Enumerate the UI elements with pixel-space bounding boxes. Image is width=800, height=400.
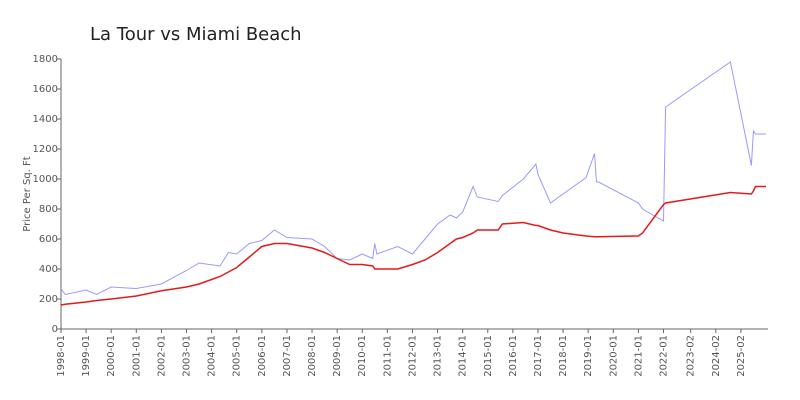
x-tick-label: 1998-01: [56, 335, 67, 377]
x-tick-label: 2018-01: [558, 335, 569, 377]
x-tick-label: 2022-01: [658, 335, 669, 377]
y-tick-label: 400: [39, 264, 58, 275]
x-tick-label: 2020-01: [608, 335, 619, 377]
x-tick-label: 1999-01: [81, 335, 92, 377]
series-line: [60, 185, 766, 306]
x-tick-label: 2003-01: [182, 335, 193, 377]
y-tick-label: 0: [52, 324, 58, 335]
y-tick-label: 800: [39, 204, 58, 215]
x-tick-label: 2014-01: [458, 335, 469, 377]
x-tick-label: 2011-01: [382, 335, 393, 377]
x-tick-label: 2007-01: [282, 335, 293, 377]
x-tick-label: 2008-01: [307, 335, 318, 377]
x-tick-label: 2016-01: [508, 335, 519, 377]
y-tick-label: 600: [39, 234, 58, 245]
x-tick-label: 2015-01: [483, 335, 494, 377]
x-tick-label: 2005-01: [232, 335, 243, 377]
x-tick-label: 2006-01: [257, 335, 268, 377]
chart-title: La Tour vs Miami Beach: [90, 24, 302, 45]
x-tick-label: 2000-01: [106, 335, 117, 377]
y-tick-label: 1800: [33, 54, 58, 65]
x-tick-label: 2002-01: [156, 335, 167, 377]
y-tick-label: 1400: [33, 114, 58, 125]
y-tick-label: 200: [39, 294, 58, 305]
x-tick-label: 2001-01: [131, 335, 142, 377]
x-tick-label: 2021-01: [633, 335, 644, 377]
x-tick-label: 2024-02: [711, 335, 722, 377]
x-tick-label: 2023-02: [686, 335, 697, 377]
x-tick-label: 2017-01: [533, 335, 544, 377]
y-axis-label: Price Per Sq. Ft: [22, 156, 33, 231]
x-tick-label: 2019-01: [583, 335, 594, 377]
x-tick-label: 2010-01: [357, 335, 368, 377]
y-tick-label: 1000: [33, 174, 58, 185]
x-tick-label: 2009-01: [332, 335, 343, 377]
x-tick-label: 2004-01: [207, 335, 218, 377]
x-tick-label: 2013-01: [433, 335, 444, 377]
y-tick-label: 1600: [33, 84, 58, 95]
x-tick-label: 2025-02: [736, 335, 747, 377]
series-line: [60, 61, 766, 296]
x-tick-label: 2012-01: [407, 335, 418, 377]
y-tick-label: 1200: [33, 144, 58, 155]
